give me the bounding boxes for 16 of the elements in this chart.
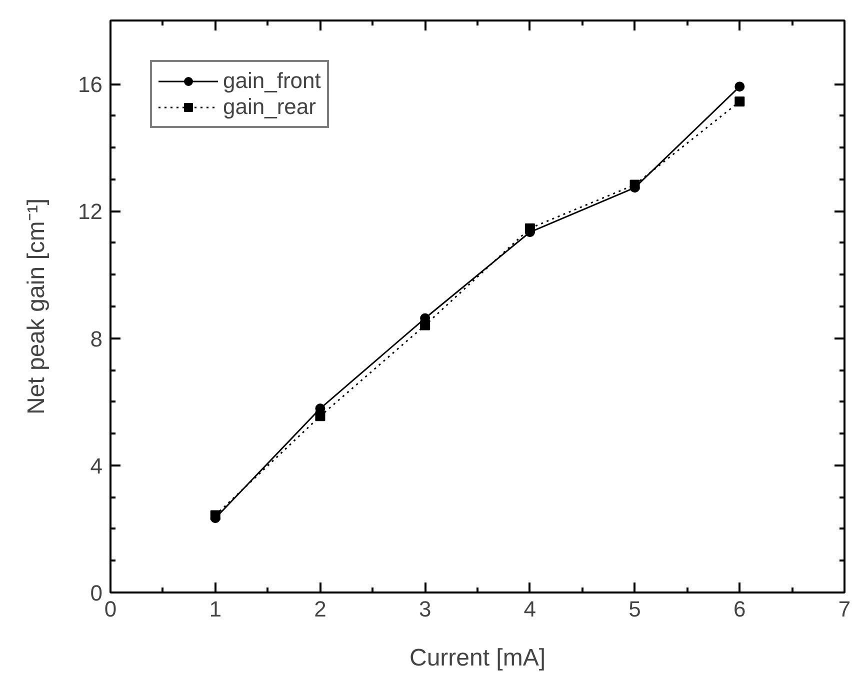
x-tick-label: 4: [524, 596, 536, 622]
x-axis-title: Current [mA]: [409, 644, 546, 672]
y-tick-label: 0: [90, 580, 103, 606]
y-tick-label: 12: [78, 199, 103, 224]
x-tick-label: 7: [838, 596, 851, 622]
legend-label: gain_front: [223, 68, 321, 94]
x-tick-label: 2: [314, 596, 326, 622]
y-axis-title: Net peak gain [cm⁻¹]: [23, 198, 50, 415]
x-tick-label: 3: [418, 596, 432, 622]
y-tick-label: 8: [90, 326, 103, 352]
x-tick-label: 1: [209, 596, 222, 622]
x-tick-label: 5: [628, 596, 641, 622]
y-tick-label: 16: [78, 72, 103, 98]
legend-label: gain_rear: [223, 94, 316, 120]
x-tick-label: 6: [734, 596, 746, 622]
y-tick-label: 4: [90, 453, 103, 478]
